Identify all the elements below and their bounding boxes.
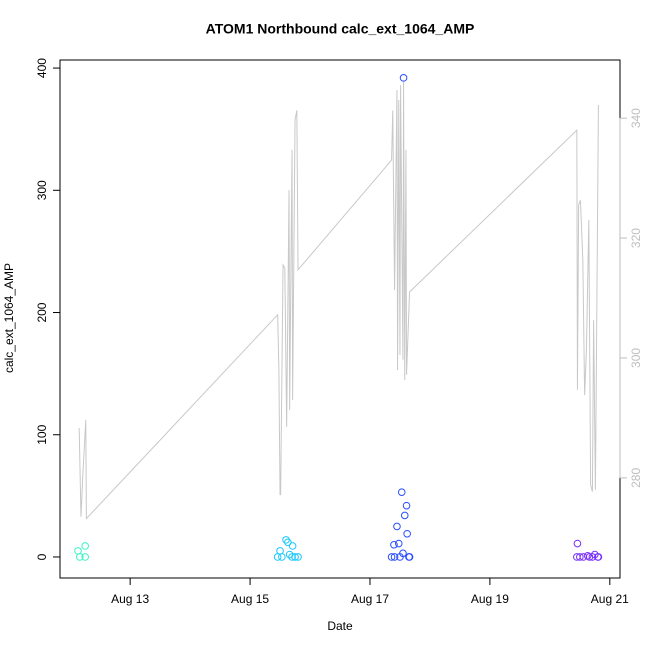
x-tick-label: Aug 15 xyxy=(231,592,269,606)
y-tick-label: 100 xyxy=(35,424,49,444)
data-point xyxy=(405,553,414,561)
data-point xyxy=(294,553,302,561)
y-tick-label: 300 xyxy=(35,180,49,200)
y2-tick-label: 280 xyxy=(629,468,643,488)
data-point xyxy=(390,553,399,561)
data-point xyxy=(579,553,588,561)
y-tick-label: 200 xyxy=(35,302,49,322)
data-point xyxy=(75,553,84,561)
data-point xyxy=(393,522,401,531)
data-point xyxy=(291,553,299,561)
data-line xyxy=(78,80,599,520)
data-point xyxy=(81,553,89,561)
data-point xyxy=(390,540,398,549)
x-axis-label: Date xyxy=(327,619,353,633)
data-point xyxy=(282,536,290,544)
data-point xyxy=(288,553,296,561)
data-point xyxy=(397,488,406,496)
x-tick-label: Aug 17 xyxy=(351,592,389,606)
data-point xyxy=(403,529,411,538)
data-point xyxy=(588,553,597,561)
data-point xyxy=(399,74,408,82)
data-point xyxy=(399,549,407,558)
y-tick-label: 0 xyxy=(35,553,49,560)
x-tick-label: Aug 21 xyxy=(591,592,629,606)
x-tick-label: Aug 19 xyxy=(471,592,509,606)
y-axis-label: calc_ext_1064_AMP xyxy=(2,263,16,373)
plot-box xyxy=(59,59,621,579)
chart-title: ATOM1 Northbound calc_ext_1064_AMP xyxy=(206,21,475,37)
data-point xyxy=(576,553,584,561)
data-point xyxy=(583,551,592,560)
data-point xyxy=(402,501,411,510)
data-point xyxy=(278,553,286,561)
y2-tick-label: 300 xyxy=(629,348,643,368)
data-point xyxy=(81,542,89,550)
y-tick-label: 400 xyxy=(35,58,49,78)
data-point xyxy=(387,553,396,561)
data-point xyxy=(394,539,403,548)
data-point xyxy=(594,553,603,561)
y2-tick-label: 340 xyxy=(629,108,643,128)
y2-tick-label: 320 xyxy=(629,228,643,248)
data-point xyxy=(276,547,284,555)
x-tick-label: Aug 13 xyxy=(111,592,149,606)
data-point xyxy=(284,538,292,547)
data-point xyxy=(74,547,82,555)
data-point xyxy=(400,511,409,520)
data-point xyxy=(288,542,297,550)
data-point xyxy=(573,539,582,548)
